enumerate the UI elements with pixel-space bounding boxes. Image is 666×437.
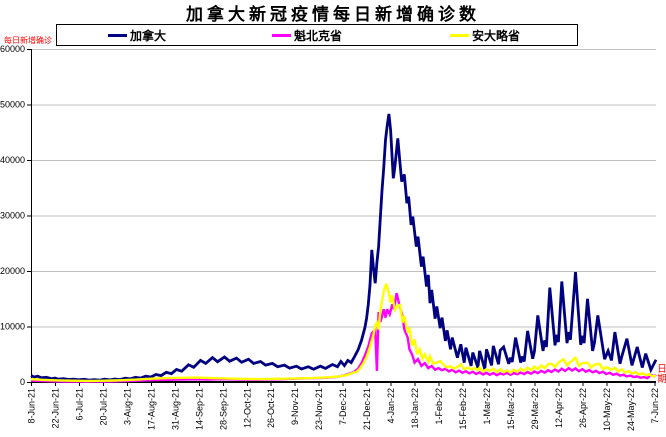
y-tick-label: 0: [20, 377, 25, 387]
x-tick-label: 29-Mar-22: [530, 388, 540, 430]
x-tick-label: 22-Jun-21: [50, 388, 60, 429]
legend-line-canada: [108, 33, 127, 37]
legend-line-quebec: [272, 33, 291, 37]
x-tick-label: 1-Feb-22: [434, 388, 444, 425]
x-tick-label: 26-Apr-22: [578, 388, 588, 428]
y-tick-label: 50000: [0, 100, 25, 110]
x-tick-label: 17-Aug-21: [146, 388, 156, 430]
legend-entry-quebec: 魁北克省: [272, 25, 342, 45]
legend-entry-ontario: 安大略省: [450, 25, 520, 45]
x-tick-label: 24-May-22: [626, 388, 636, 431]
x-tick-label: 9-Nov-21: [290, 388, 300, 425]
x-tick-label: 7-Dec-21: [338, 388, 348, 425]
y-axis-title: 每日新增确诊: [4, 36, 52, 45]
x-tick-label: 18-Jan-22: [410, 388, 420, 429]
y-tick-label: 20000: [0, 266, 25, 276]
x-tick-label: 15-Mar-22: [506, 388, 516, 430]
legend-label-canada: 加拿大: [130, 28, 167, 43]
x-tick-label: 10-May-22: [602, 388, 612, 431]
legend: 加拿大 魁北克省 安大略省: [56, 24, 578, 46]
x-tick-label: 1-Mar-22: [482, 388, 492, 425]
x-tick-label: 12-Apr-22: [554, 388, 564, 428]
x-tick-label: 28-Sep-21: [218, 388, 228, 430]
x-tick-label: 21-Dec-21: [362, 388, 372, 430]
legend-entry-canada: 加拿大: [108, 25, 166, 45]
x-tick-label: 12-Oct-21: [242, 388, 252, 428]
y-tick-label: 10000: [0, 322, 25, 332]
series-line-ontario: [30, 283, 657, 383]
x-tick-label: 6-Jul-21: [74, 388, 84, 421]
x-tick-label: 4-Jan-22: [386, 388, 396, 424]
legend-label-ontario: 安大略省: [472, 28, 521, 43]
x-axis-title: 日期: [657, 364, 666, 385]
legend-label-quebec: 魁北克省: [294, 28, 343, 43]
series-line-quebec: [30, 292, 657, 383]
x-tick-label: 3-Aug-21: [122, 388, 132, 425]
y-tick-label: 30000: [0, 211, 25, 221]
x-tick-label: 14-Sep-21: [194, 388, 204, 430]
legend-line-ontario: [450, 33, 469, 37]
x-tick-label: 31-Aug-21: [170, 388, 180, 430]
y-tick-label: 60000: [0, 44, 25, 54]
y-tick-label: 40000: [0, 155, 25, 165]
x-tick-label: 26-Oct-21: [266, 388, 276, 428]
series-line-canada: [30, 113, 658, 382]
x-tick-label: 23-Nov-21: [314, 388, 324, 430]
x-tick-label: 20-Jul-21: [98, 388, 108, 426]
x-tick-label: 8-Jun-21: [27, 388, 37, 424]
x-tick-label: 7-Jun-22: [650, 388, 660, 424]
x-tick-label: 15-Feb-22: [458, 388, 468, 430]
chart-title: 加拿大新冠疫情每日新增确诊数: [186, 5, 480, 24]
